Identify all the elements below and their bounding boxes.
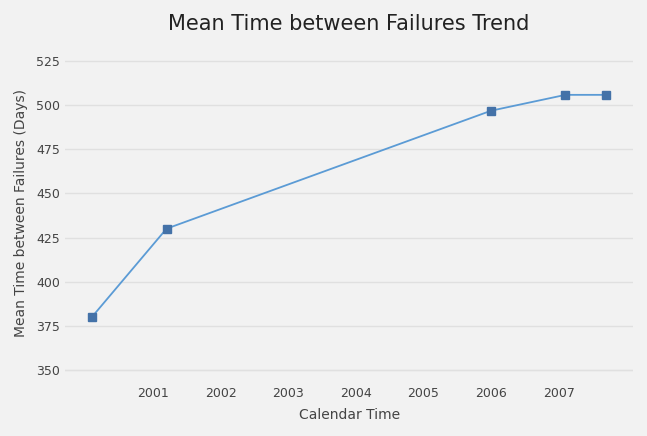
X-axis label: Calendar Time: Calendar Time [298,408,400,422]
Title: Mean Time between Failures Trend: Mean Time between Failures Trend [168,14,530,34]
Y-axis label: Mean Time between Failures (Days): Mean Time between Failures (Days) [14,89,28,337]
